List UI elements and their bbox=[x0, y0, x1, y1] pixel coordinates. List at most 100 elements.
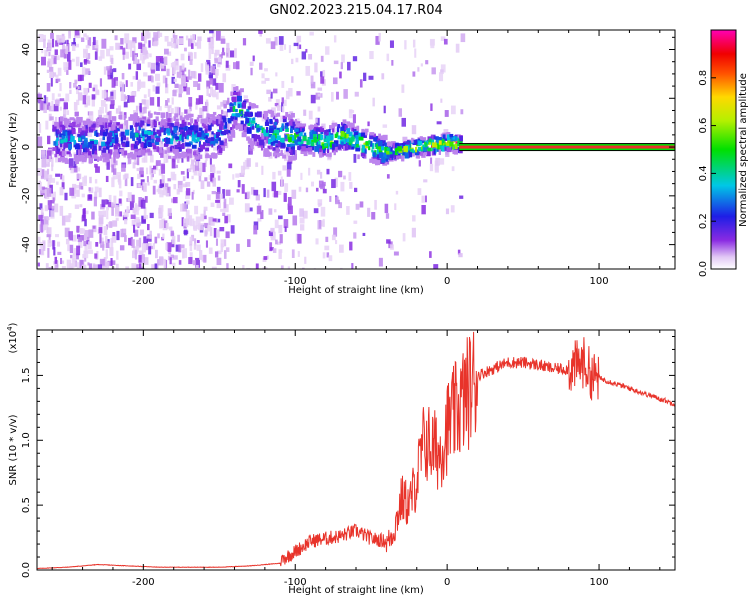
spectrogram-noise-cell bbox=[145, 167, 149, 175]
spectrogram-ridge-cell bbox=[274, 118, 279, 125]
spectrogram-noise-cell bbox=[159, 219, 162, 229]
spectrogram-noise-cell bbox=[146, 176, 149, 183]
spectrogram-noise-cell bbox=[76, 225, 80, 233]
spectrogram-noise-cell bbox=[353, 153, 357, 163]
spectrogram-noise-cell bbox=[143, 35, 147, 44]
spectrogram-ridge-cell bbox=[111, 116, 117, 121]
spectrogram-noise-cell bbox=[322, 188, 327, 194]
spectrogram-ridge-cell bbox=[264, 121, 270, 127]
spectrogram-ridge-cell bbox=[288, 120, 293, 126]
spectrogram-noise-cell bbox=[144, 243, 149, 251]
spectrogram-noise-cell bbox=[199, 162, 203, 172]
spectrogram-noise-cell bbox=[425, 60, 429, 65]
spectrogram-noise-cell bbox=[386, 174, 390, 179]
spectrogram-noise-cell bbox=[275, 72, 278, 77]
spectrogram-noise-cell bbox=[46, 234, 51, 238]
spectrogram-noise-cell bbox=[216, 257, 222, 266]
spectrogram-ridge-cell bbox=[255, 134, 261, 140]
spectrogram-ridge-cell bbox=[434, 136, 439, 140]
spectrogram-ridge-cell bbox=[363, 133, 367, 139]
spectrogram-noise-cell bbox=[70, 254, 73, 259]
spectrogram-ridge-cell bbox=[236, 95, 242, 102]
spectrogram-noise-cell bbox=[207, 225, 212, 232]
spectrogram-noise-cell bbox=[55, 74, 59, 78]
spectrogram-noise-cell bbox=[130, 177, 134, 187]
spectrogram-noise-cell bbox=[310, 94, 316, 104]
spectrogram-ridge-cell bbox=[358, 136, 364, 141]
spectrogram-noise-cell bbox=[206, 181, 211, 187]
spectrogram-ridge-cell bbox=[348, 145, 351, 150]
spectrogram-noise-cell bbox=[308, 54, 313, 60]
spectrogram-noise-cell bbox=[180, 171, 185, 175]
spectrogram-noise-cell bbox=[171, 235, 176, 245]
spectrogram-noise-cell bbox=[168, 226, 173, 231]
spectrogram-ridge-cell bbox=[218, 124, 223, 131]
spectrogram-noise-cell bbox=[181, 158, 184, 163]
spectrogram-ridge-cell bbox=[442, 134, 446, 139]
spectrogram-noise-cell bbox=[189, 244, 193, 252]
spectrogram-noise-cell bbox=[217, 175, 221, 181]
spectrogram-ridge-cell bbox=[372, 152, 376, 158]
spectrogram-noise-cell bbox=[88, 263, 93, 269]
spectrogram-ridge-cell bbox=[61, 150, 66, 156]
spectrogram-noise-cell bbox=[158, 55, 164, 62]
spectrogram-noise-cell bbox=[196, 244, 201, 251]
spectrogram-ridge-cell bbox=[196, 149, 199, 155]
spectrogram-ridge-cell bbox=[415, 146, 418, 153]
spectrogram-noise-cell bbox=[166, 142, 170, 149]
spectrogram-ridge-cell bbox=[229, 106, 235, 112]
spectrogram-ridge-cell bbox=[63, 138, 67, 145]
spectrogram-noise-cell bbox=[162, 75, 167, 84]
spectrogram-noise-cell bbox=[275, 239, 278, 245]
spectrogram-ridge-cell bbox=[449, 133, 454, 138]
spectrogram-ridge-cell bbox=[268, 128, 274, 134]
spectrogram-ridge-cell bbox=[136, 135, 139, 141]
spectrogram-noise-cell bbox=[261, 80, 267, 84]
spectrogram-noise-cell bbox=[394, 203, 397, 210]
spectrogram-x-label: Height of straight line (km) bbox=[288, 285, 424, 296]
spectrogram-ridge-cell bbox=[375, 144, 378, 149]
spectrogram-noise-cell bbox=[331, 92, 334, 102]
spectrogram-ridge-cell bbox=[357, 154, 360, 160]
spectrogram-noise-cell bbox=[40, 208, 44, 216]
spectrogram-ridge-cell bbox=[59, 116, 64, 122]
spectrogram-noise-cell bbox=[111, 234, 117, 243]
spectrogram-ridge-cell bbox=[170, 122, 173, 127]
spectrogram-ridge-cell bbox=[57, 148, 61, 155]
spectrogram-noise-cell bbox=[87, 121, 91, 131]
spectrogram-noise-cell bbox=[212, 166, 216, 174]
spectrogram-ridge-cell bbox=[140, 120, 145, 126]
spectrogram-ridge-cell bbox=[56, 134, 59, 138]
spectrogram-noise-cell bbox=[135, 246, 139, 252]
spectrogram-noise-cell bbox=[163, 56, 168, 66]
spectrogram-noise-cell bbox=[184, 47, 187, 52]
spectrogram-ridge-cell bbox=[375, 160, 381, 166]
spectrogram-noise-cell bbox=[152, 165, 157, 170]
spectrogram-noise-cell bbox=[43, 38, 46, 48]
spectrogram-ridge-cell bbox=[275, 147, 279, 153]
spectrogram-noise-cell bbox=[236, 243, 240, 252]
spectrogram-noise-cell bbox=[147, 223, 150, 231]
spectrogram-noise-cell bbox=[349, 241, 353, 251]
spectrogram-noise-cell bbox=[239, 172, 245, 177]
spectrogram-ridge-cell bbox=[415, 153, 420, 159]
spectrogram-noise-cell bbox=[60, 257, 63, 265]
spectrogram-noise-cell bbox=[99, 258, 105, 266]
spectrogram-noise-cell bbox=[386, 53, 390, 62]
spectrogram-noise-cell bbox=[180, 53, 185, 61]
spectrogram-noise-cell bbox=[73, 152, 77, 156]
spectrogram-noise-cell bbox=[37, 136, 43, 147]
spectrogram-ridge-cell bbox=[299, 126, 304, 131]
spectrogram-noise-cell bbox=[49, 116, 54, 121]
spectrogram-noise-cell bbox=[43, 95, 47, 105]
spectrogram-noise-cell bbox=[195, 257, 200, 268]
spectrogram-ridge-cell bbox=[123, 150, 128, 156]
colorbar-label: Normalized spectral amplitude bbox=[738, 73, 749, 227]
spectrogram-noise-cell bbox=[196, 240, 200, 244]
spectrogram-noise-cell bbox=[83, 58, 87, 65]
spectrogram-noise-cell bbox=[248, 120, 253, 125]
spectrogram-ridge-cell bbox=[343, 145, 347, 151]
spectrogram-ridge-cell bbox=[377, 140, 383, 147]
spectrogram-ridge-cell bbox=[60, 139, 65, 144]
spectrogram-ridge-cell bbox=[59, 133, 64, 138]
